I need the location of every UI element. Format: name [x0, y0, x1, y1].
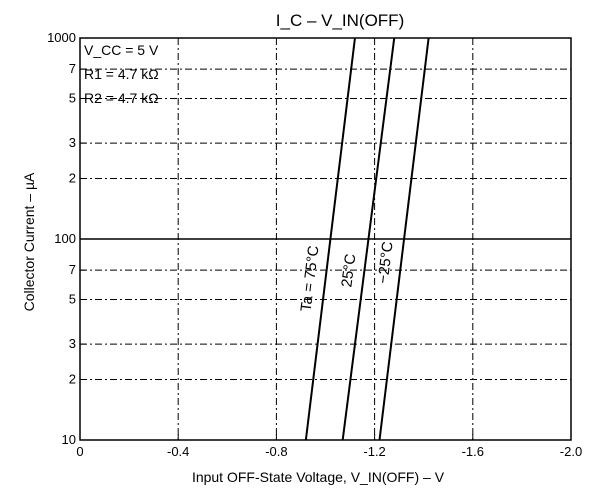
- y-tick-label: 1000: [47, 30, 76, 45]
- x-tick-label: -2.0: [560, 444, 582, 459]
- y-tick-labels: 10 2 3 5 7 100 2 3 5 7 1000: [47, 30, 86, 447]
- y-tick-label: 100: [54, 231, 76, 246]
- chart-title: I_C – V_IN(OFF): [276, 11, 404, 30]
- y-axis-label: Collector Current – µA: [21, 172, 37, 311]
- series-line-0: [304, 37, 356, 441]
- conditions-box: V_CC = 5 V R1 = 4.7 kΩ R2 = 4.7 kΩ: [84, 42, 159, 106]
- annotation-r2: R2 = 4.7 kΩ: [84, 90, 159, 106]
- annotation-r1: R1 = 4.7 kΩ: [84, 66, 159, 82]
- series-line-2: [378, 37, 430, 441]
- series-label-minus25c: −25°C: [375, 240, 397, 284]
- x-tick-label: -1.6: [462, 444, 484, 459]
- x-tick-label: -0.4: [167, 444, 189, 459]
- series-label-25c: 25°C: [338, 253, 359, 289]
- y-tick-label: 2: [69, 170, 76, 185]
- x-tick-labels: 0 -0.4 -0.8 -1.2 -1.6 -2.0: [76, 434, 582, 459]
- x-tick-label: -0.8: [265, 444, 287, 459]
- y-tick-label: 2: [69, 371, 76, 386]
- x-tick-label: -1.2: [363, 444, 385, 459]
- series-group: [304, 37, 430, 441]
- x-tick-label: 0: [76, 444, 83, 459]
- annotation-vcc: V_CC = 5 V: [84, 42, 159, 58]
- grid: [80, 38, 571, 440]
- series-line-1: [341, 37, 396, 441]
- x-axis-label: Input OFF-State Voltage, V_IN(OFF) – V: [192, 469, 445, 485]
- y-tick-label: 5: [69, 292, 76, 307]
- y-tick-label: 3: [69, 135, 76, 150]
- y-tick-label: 3: [69, 336, 76, 351]
- y-tick-label: 10: [62, 432, 76, 447]
- y-tick-label: 5: [69, 91, 76, 106]
- y-tick-label: 7: [69, 61, 76, 76]
- y-tick-label: 7: [69, 262, 76, 277]
